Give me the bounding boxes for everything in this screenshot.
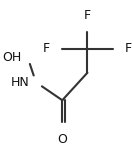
Text: F: F — [84, 10, 91, 22]
Text: OH: OH — [2, 51, 22, 64]
Text: F: F — [43, 42, 50, 55]
Text: HN: HN — [11, 76, 30, 89]
Text: F: F — [124, 42, 132, 55]
Text: O: O — [57, 133, 67, 146]
